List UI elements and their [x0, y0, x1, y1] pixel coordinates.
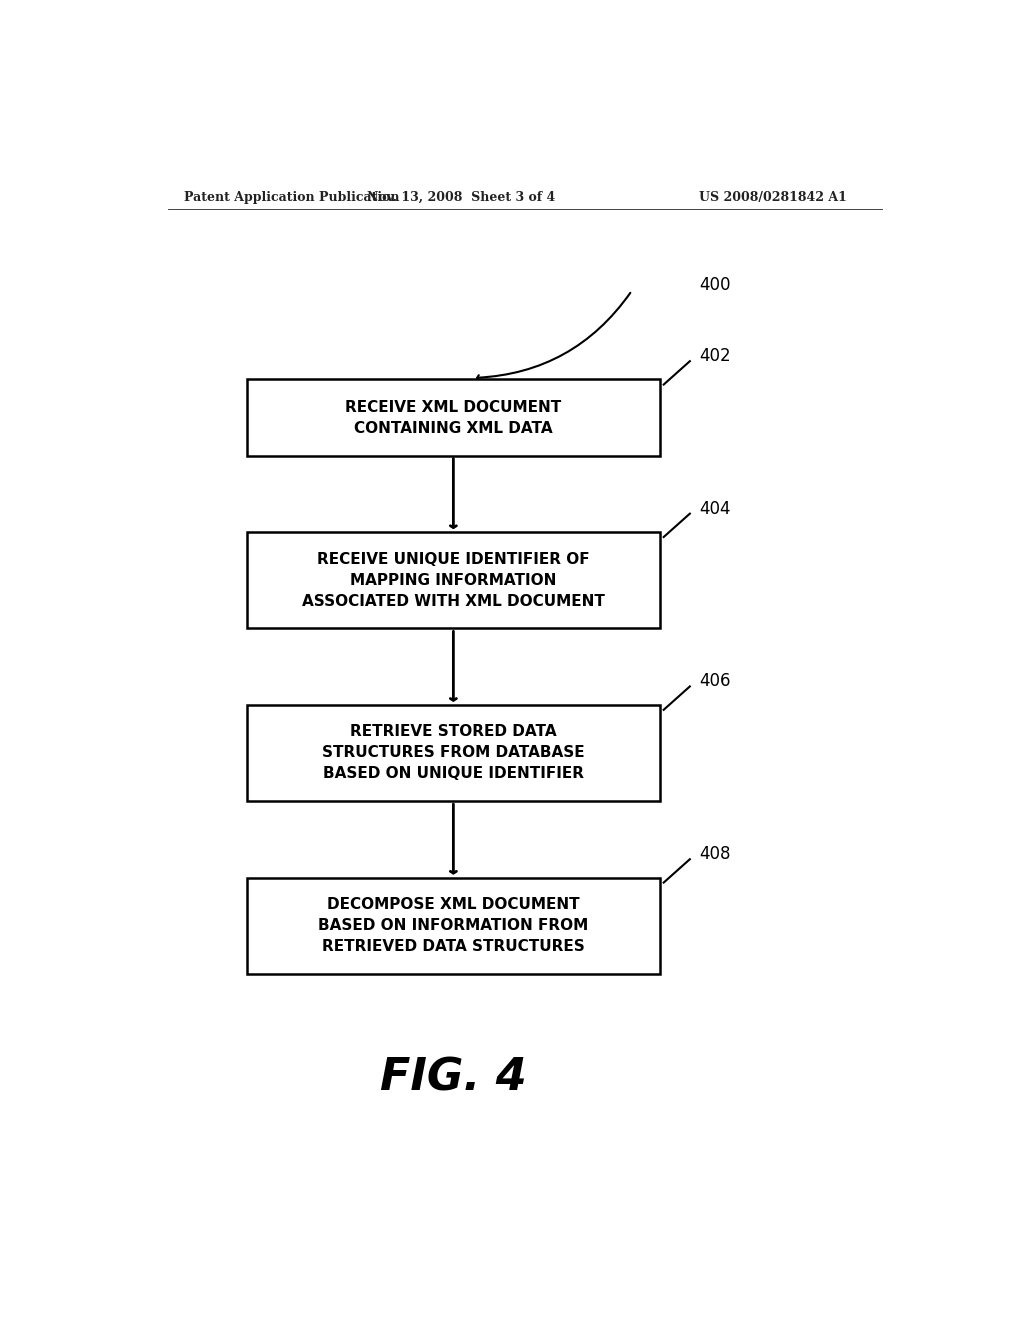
Text: FIG. 4: FIG. 4 [380, 1057, 526, 1100]
Text: 406: 406 [699, 672, 731, 690]
Text: 402: 402 [699, 347, 731, 366]
Bar [247, 379, 659, 455]
Text: Nov. 13, 2008  Sheet 3 of 4: Nov. 13, 2008 Sheet 3 of 4 [368, 190, 555, 203]
Text: Patent Application Publication: Patent Application Publication [183, 190, 399, 203]
Bar [247, 532, 659, 628]
Text: DECOMPOSE XML DOCUMENT
BASED ON INFORMATION FROM
RETRIEVED DATA STRUCTURES: DECOMPOSE XML DOCUMENT BASED ON INFORMAT… [318, 898, 589, 954]
Text: RECEIVE XML DOCUMENT
CONTAINING XML DATA: RECEIVE XML DOCUMENT CONTAINING XML DATA [345, 400, 561, 436]
Text: 404: 404 [699, 499, 731, 517]
Bar [247, 705, 659, 801]
Text: RETRIEVE STORED DATA
STRUCTURES FROM DATABASE
BASED ON UNIQUE IDENTIFIER: RETRIEVE STORED DATA STRUCTURES FROM DAT… [323, 725, 585, 781]
Text: RECEIVE UNIQUE IDENTIFIER OF
MAPPING INFORMATION
ASSOCIATED WITH XML DOCUMENT: RECEIVE UNIQUE IDENTIFIER OF MAPPING INF… [302, 552, 605, 609]
Bar [247, 878, 659, 974]
Text: 408: 408 [699, 845, 731, 863]
Text: 400: 400 [699, 276, 731, 294]
Text: US 2008/0281842 A1: US 2008/0281842 A1 [699, 190, 847, 203]
